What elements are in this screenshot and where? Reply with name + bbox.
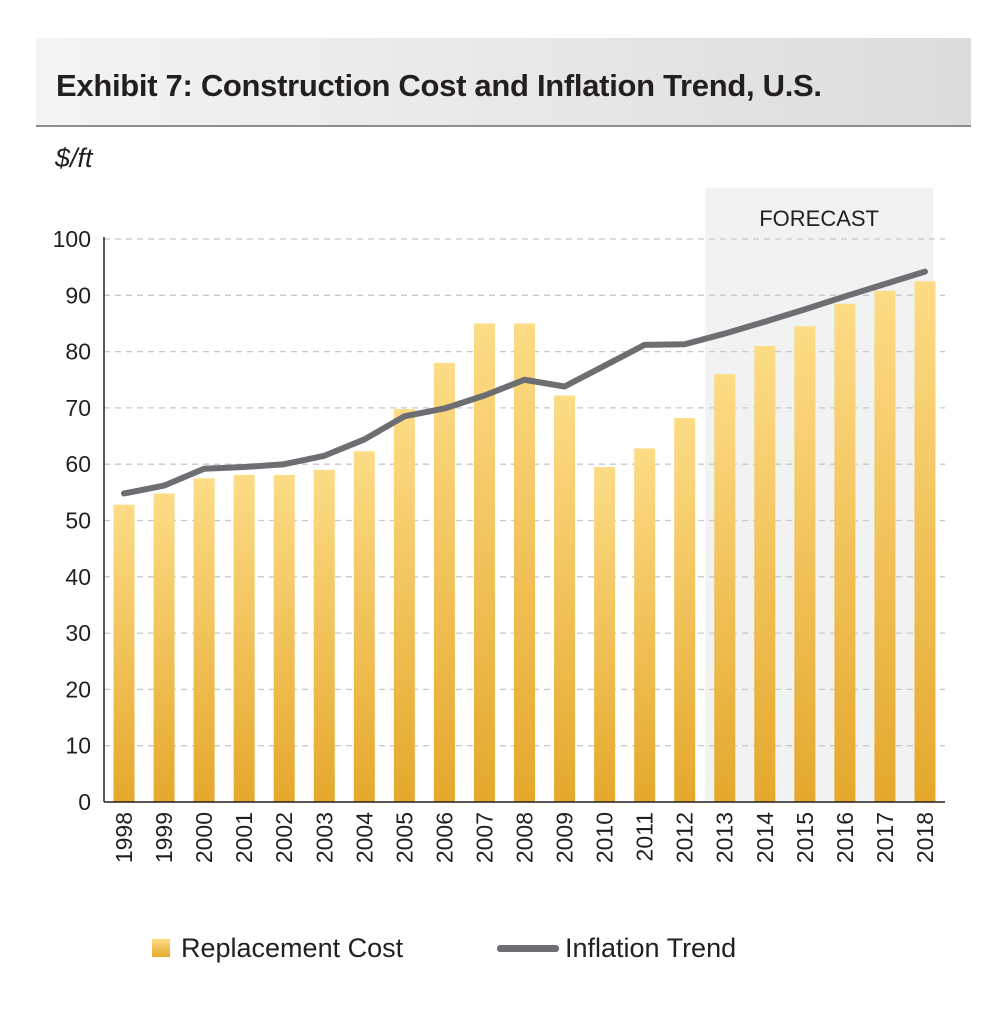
bar-2007 — [473, 323, 495, 802]
x-tick-label-2010: 2010 — [592, 812, 618, 863]
legend-swatch-line — [497, 944, 559, 952]
bar-2004 — [353, 451, 375, 802]
legend-item-inflation-trend: Inflation Trend — [497, 928, 736, 968]
y-tick-label-100: 100 — [53, 226, 91, 252]
x-tick-label-2004: 2004 — [351, 812, 377, 863]
y-tick-label-10: 10 — [65, 733, 91, 759]
bar-2003 — [313, 469, 335, 802]
y-axis-unit-label: $/ft — [55, 143, 93, 173]
chart-title: Exhibit 7: Construction Cost and Inflati… — [56, 68, 822, 103]
bar-2000 — [193, 478, 215, 802]
bar-2010 — [594, 467, 616, 802]
x-tick-label-2015: 2015 — [792, 812, 818, 863]
bar-2008 — [514, 323, 535, 802]
bar-1999 — [153, 493, 175, 802]
x-tick-label-2016: 2016 — [832, 812, 858, 863]
bar-2006 — [433, 362, 455, 802]
y-tick-label-80: 80 — [65, 339, 91, 365]
x-tick-label-2012: 2012 — [672, 812, 698, 863]
bar-2013 — [714, 374, 736, 802]
bar-2017 — [874, 290, 896, 802]
bar-2012 — [674, 418, 696, 802]
title-bar: Exhibit 7: Construction Cost and Inflati… — [36, 38, 971, 127]
y-tick-label-30: 30 — [65, 620, 91, 646]
x-tick-label-2001: 2001 — [231, 812, 257, 863]
legend-label-inflation-trend: Inflation Trend — [565, 932, 737, 963]
bar-2005 — [393, 409, 415, 802]
bar-2002 — [273, 474, 295, 802]
forecast-label: FORECAST — [759, 206, 879, 231]
bar-2015 — [794, 326, 816, 802]
y-tick-label-70: 70 — [65, 395, 91, 421]
x-tick-label-2005: 2005 — [391, 812, 417, 863]
x-tick-label-2017: 2017 — [872, 812, 898, 863]
bar-2018 — [914, 281, 936, 803]
y-tick-label-90: 90 — [65, 282, 91, 308]
x-tick-label-2013: 2013 — [712, 812, 738, 863]
x-tick-label-2006: 2006 — [431, 812, 457, 863]
y-tick-label-60: 60 — [65, 451, 91, 477]
bar-2001 — [233, 474, 255, 802]
y-tick-label-40: 40 — [65, 564, 91, 590]
bar-2014 — [754, 345, 776, 802]
legend-label-replacement-cost: Replacement Cost — [181, 932, 404, 963]
bar-2016 — [834, 303, 856, 802]
bar-2011 — [634, 448, 656, 802]
y-tick-label-50: 50 — [65, 508, 91, 534]
x-tick-label-2018: 2018 — [912, 812, 938, 863]
y-tick-label-20: 20 — [65, 676, 91, 702]
bar-2009 — [554, 395, 576, 802]
x-tick-label-2008: 2008 — [512, 812, 538, 863]
x-tick-label-2000: 2000 — [191, 812, 217, 863]
y-tick-label-0: 0 — [78, 789, 91, 815]
x-tick-label-2009: 2009 — [552, 812, 578, 863]
x-tick-label-2002: 2002 — [271, 812, 297, 863]
x-tick-label-2007: 2007 — [471, 812, 497, 863]
chart-plot: FORECAST 0 10 20 30 40 50 60 70 80 90 100 1998 1999 2… — [53, 188, 945, 863]
x-tick-label-1999: 1999 — [151, 812, 177, 863]
x-tick-label-2011: 2011 — [632, 812, 658, 861]
x-tick-label-2003: 2003 — [311, 812, 337, 863]
legend: Replacement Cost Inflation Trend — [152, 928, 852, 968]
legend-swatch-bar — [152, 939, 170, 957]
legend-item-replacement-cost: Replacement Cost — [152, 928, 403, 968]
x-tick-label-2014: 2014 — [752, 812, 778, 863]
x-tick-label-1998: 1998 — [111, 812, 137, 863]
bar-1998 — [113, 504, 135, 802]
